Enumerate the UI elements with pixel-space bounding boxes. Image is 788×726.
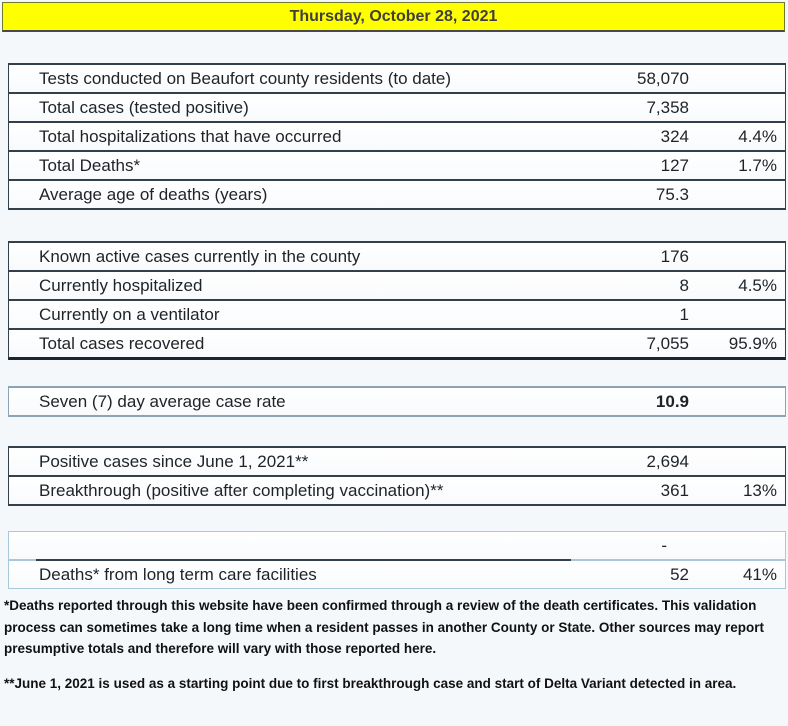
row-value: 10.9 [655,391,689,411]
table-row: Deaths* from long term care facilities 5… [9,561,785,588]
table-row: - [9,532,785,559]
footnote-deaths: *Deaths reported through this website ha… [4,598,764,656]
table-row: Known active cases currently in the coun… [9,241,785,270]
stats-group-ltc-deaths: Deaths* from long term care facilities 5… [8,559,786,589]
row-label: Positive cases since June 1, 2021** [39,451,309,471]
stats-group-current: Known active cases currently in the coun… [8,241,786,360]
row-value: 176 [660,246,689,266]
row-label: Breakthrough (positive after completing … [39,480,444,500]
table-row: Total hospitalizations that have occurre… [9,121,785,150]
row-label: Average age of deaths (years) [39,184,268,204]
stats-group-case-rate: Seven (7) day average case rate 10.9 [8,386,786,417]
date-header-title: Thursday, October 28, 2021 [289,7,498,25]
row-label: Total Deaths* [39,155,141,175]
row-label: Known active cases currently in the coun… [39,246,361,266]
row-percent: 4.4% [738,126,777,146]
table-row: Currently hospitalized 8 4.5% [9,270,785,299]
row-label: Deaths* from long term care facilities [39,564,317,584]
row-value: 324 [660,126,689,146]
row-percent: 41% [742,564,777,584]
row-label: Currently on a ventilator [39,304,220,324]
row-percent: 1.7% [738,155,777,175]
table-row: Seven (7) day average case rate 10.9 [9,386,785,415]
stats-group-cumulative: Tests conducted on Beaufort county resid… [8,63,786,210]
table-row: Total Deaths* 127 1.7% [9,150,785,179]
row-value: 127 [660,155,689,175]
stats-group-since-june: Positive cases since June 1, 2021** 2,69… [8,446,786,506]
table-row: Tests conducted on Beaufort county resid… [9,63,785,92]
row-percent: 95.9% [728,333,777,353]
row-label: Seven (7) day average case rate [39,391,286,411]
row-label: Total cases (tested positive) [39,97,249,117]
date-header: Thursday, October 28, 2021 [2,2,785,32]
row-value: 52 [670,564,689,584]
footnote-june: **June 1, 2021 is used as a starting poi… [4,675,737,691]
row-label: Total cases recovered [39,333,205,353]
row-value: 7,358 [646,97,689,117]
row-label: Tests conducted on Beaufort county resid… [39,68,452,88]
table-row: Total cases (tested positive) 7,358 [9,92,785,121]
row-label: Currently hospitalized [39,275,203,295]
row-value: 2,694 [646,451,689,471]
row-value: 75.3 [655,184,689,204]
row-percent: 13% [742,480,777,500]
table-row: Average age of deaths (years) 75.3 [9,179,785,208]
row-label: Total hospitalizations that have occurre… [39,126,342,146]
table-row: Breakthrough (positive after completing … [9,475,785,504]
table-row: Positive cases since June 1, 2021** 2,69… [9,446,785,475]
table-row: Total cases recovered 7,055 95.9% [9,328,785,357]
row-value: 8 [679,275,689,295]
stats-group-placeholder: - [8,531,786,560]
row-value: 58,070 [637,68,689,88]
table-row: Currently on a ventilator 1 [9,299,785,328]
row-percent: 4.5% [738,275,777,295]
row-value: 1 [679,304,689,324]
row-value: 361 [660,480,689,500]
row-value: 7,055 [646,333,689,353]
row-value: - [661,535,667,555]
